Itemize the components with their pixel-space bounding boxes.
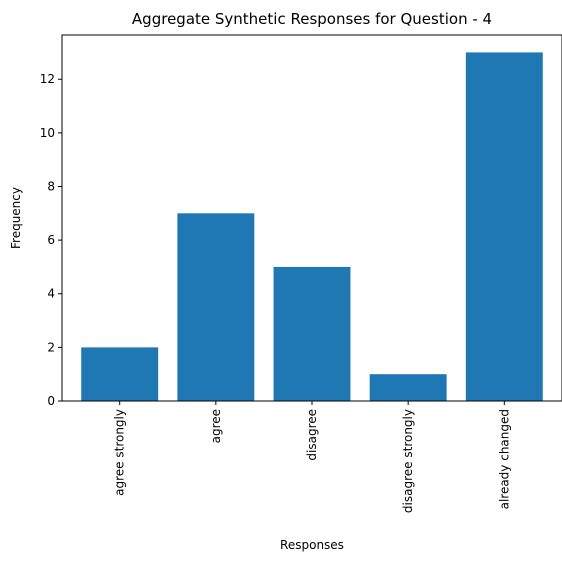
bar-agree (177, 213, 255, 401)
y-tick-label: 6 (47, 233, 55, 247)
x-axis-label: Responses (280, 538, 344, 552)
x-axis: agree strongly agree disagree disagree stro… (113, 401, 511, 513)
y-tick-label: 10 (40, 126, 55, 140)
y-axis-label: Frequency (9, 187, 23, 249)
y-tick-label: 12 (40, 72, 55, 86)
plot-frame (61, 34, 562, 402)
x-tick-label: disagree strongly (401, 409, 415, 513)
y-tick-label: 4 (47, 287, 55, 301)
y-tick-label: 2 (47, 340, 55, 354)
x-tick-label: agree strongly (113, 409, 127, 496)
y-tick-label: 0 (47, 394, 55, 408)
x-tick-label: already changed (497, 409, 511, 509)
bar-disagree (273, 266, 351, 401)
bar-already-changed (465, 52, 543, 402)
chart-title: Aggregate Synthetic Responses for Questi… (132, 10, 492, 28)
bars-group (81, 52, 543, 402)
x-tick-label: disagree (305, 409, 319, 461)
bar-agree-strongly (81, 347, 159, 401)
y-axis: 0 2 4 6 8 10 12 (40, 72, 62, 408)
y-tick-label: 8 (47, 179, 55, 193)
x-tick-label: agree (209, 409, 223, 443)
bar-disagree-strongly (369, 374, 447, 401)
